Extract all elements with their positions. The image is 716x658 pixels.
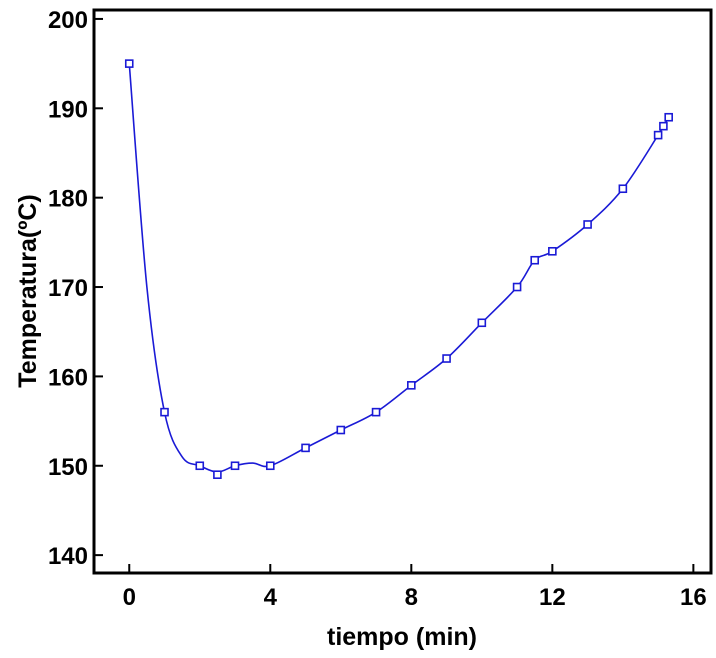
data-point <box>371 407 381 417</box>
data-point <box>160 407 169 417</box>
data-point <box>407 381 416 390</box>
y-tick-label: 200 <box>48 7 88 34</box>
y-axis-title: Temperatura(ºC) <box>14 194 42 387</box>
y-tick-label: 190 <box>48 96 88 123</box>
data-point <box>477 318 487 328</box>
x-tick-label: 16 <box>680 584 707 611</box>
y-tick-label: 180 <box>48 186 88 213</box>
data-point <box>195 461 205 471</box>
y-axis: 140 150 160 170 180 190 200 <box>48 7 103 570</box>
x-tick-label: 12 <box>539 584 566 611</box>
x-tick-label: 8 <box>405 584 418 611</box>
data-point <box>124 59 134 68</box>
data-point <box>301 443 310 453</box>
y-tick-label: 170 <box>48 275 88 302</box>
y-tick-label: 140 <box>48 543 88 570</box>
x-axis-title: tiempo (min) <box>327 623 477 651</box>
data-point <box>530 255 540 265</box>
data-point <box>265 461 275 471</box>
data-point <box>548 246 557 256</box>
plot-frame <box>92 8 713 575</box>
temperature-curve <box>128 63 670 473</box>
data-point <box>336 425 346 435</box>
data-point <box>618 184 628 194</box>
y-tick-label: 150 <box>48 454 88 481</box>
x-tick-label: 0 <box>123 584 136 611</box>
data-point <box>664 112 673 122</box>
data-markers <box>124 59 673 479</box>
x-axis: 0 4 8 12 16 <box>123 564 707 611</box>
data-point <box>230 461 240 471</box>
data-point <box>653 130 663 140</box>
data-point <box>442 354 451 363</box>
data-point <box>512 282 522 292</box>
data-point <box>583 220 592 229</box>
data-point <box>659 121 668 131</box>
data-point <box>213 470 222 479</box>
y-tick-label: 160 <box>48 364 88 391</box>
x-tick-label: 4 <box>264 584 278 611</box>
